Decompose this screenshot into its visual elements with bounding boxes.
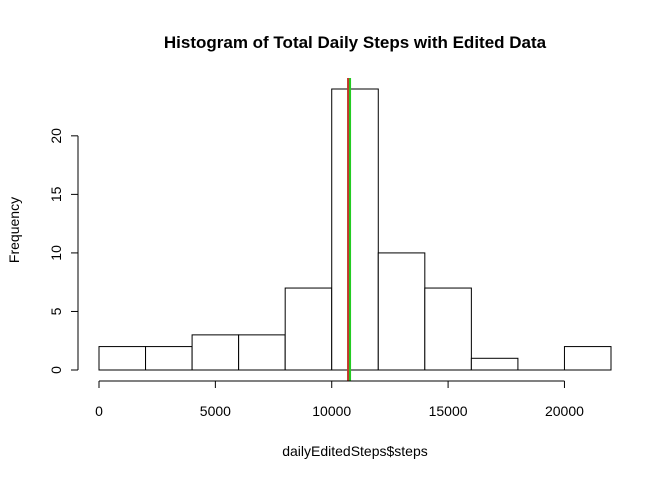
- x-tick-label-3: 15000: [429, 403, 468, 419]
- histogram-bar-0: [98, 346, 147, 371]
- y-axis: 0 5 10 15 20: [48, 128, 79, 374]
- x-tick-label-0: 0: [95, 403, 103, 419]
- histogram-bar-3: [238, 334, 286, 371]
- y-tick-label-2: 10: [48, 245, 64, 261]
- histogram-bar-6: [377, 252, 426, 371]
- y-axis-label: Frequency: [6, 197, 22, 263]
- x-axis: 0 5000 10000 15000 20000: [95, 380, 584, 419]
- histogram-bar-4: [284, 287, 333, 371]
- reference-lines: [347, 78, 352, 381]
- histogram-bar-7: [424, 287, 472, 371]
- y-tick-label-3: 15: [48, 186, 64, 202]
- histogram-bars: [98, 88, 612, 371]
- histogram-bar-5: [331, 88, 379, 371]
- x-axis-label: dailyEditedSteps$steps: [282, 443, 428, 459]
- histogram-bar-1: [145, 346, 193, 371]
- x-tick-label-1: 5000: [200, 403, 231, 419]
- x-tick-label-4: 20000: [545, 403, 584, 419]
- chart-title: Histogram of Total Daily Steps with Edit…: [164, 33, 547, 52]
- x-tick-label-2: 10000: [312, 403, 351, 419]
- histogram-bar-2: [191, 334, 240, 371]
- histogram-bar-10: [563, 346, 612, 371]
- y-tick-label-1: 5: [48, 307, 64, 315]
- y-tick-label-4: 20: [48, 128, 64, 144]
- y-tick-label-0: 0: [48, 366, 64, 374]
- histogram-bar-8: [470, 357, 519, 371]
